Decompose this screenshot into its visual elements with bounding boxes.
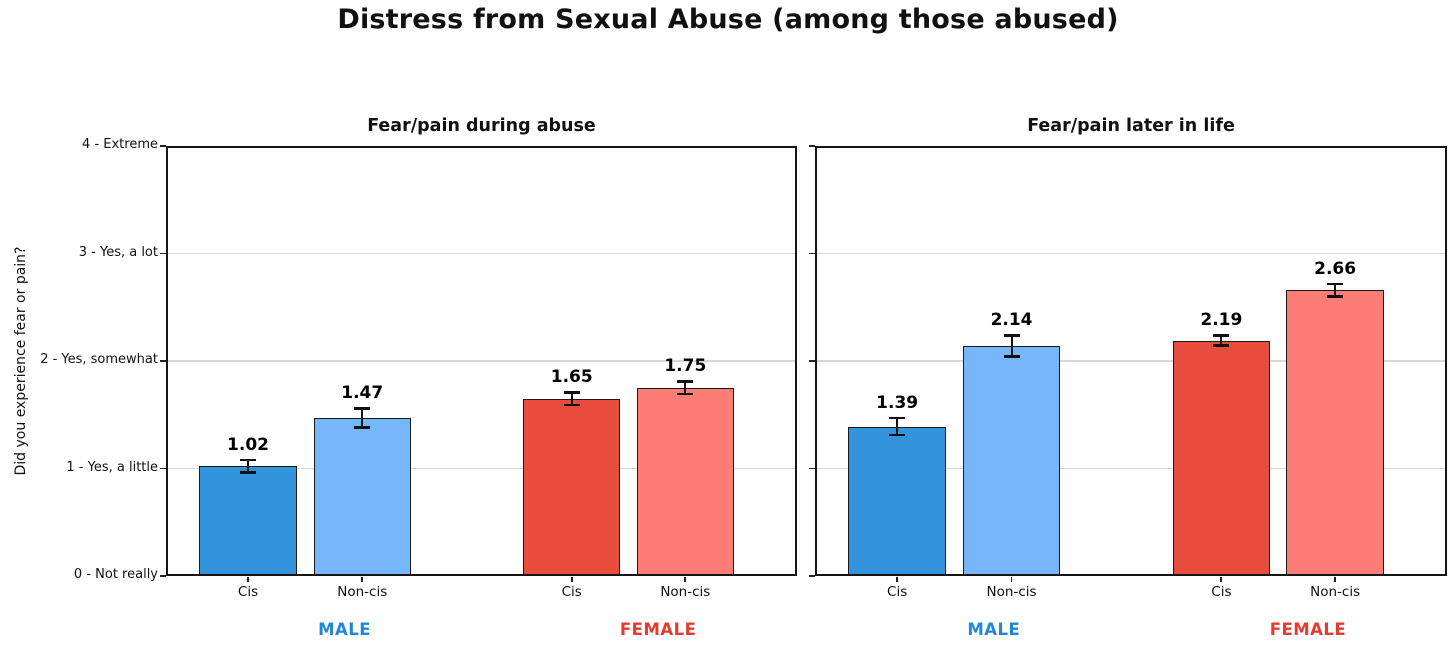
bar-cis-female — [523, 398, 621, 576]
plot-area: 1.02 1.47 1.65 1.75 — [166, 146, 797, 576]
error-bar — [896, 417, 899, 436]
gridline — [166, 467, 797, 470]
error-bar-cap — [677, 392, 694, 396]
bar-value-label: 2.19 — [1200, 310, 1243, 331]
x-tick-label: Non-cis — [337, 584, 388, 600]
error-bar-cap — [1213, 334, 1230, 337]
x-tick-label: Cis — [887, 584, 908, 600]
y-tick-label: 1 - Yes, a little — [66, 459, 158, 475]
y-tick-label: 4 - Extreme — [82, 137, 158, 152]
y-tick — [160, 145, 166, 147]
error-bar-cap — [1327, 282, 1344, 286]
error-bar — [570, 392, 573, 406]
group-label-female: FEMALE — [1269, 620, 1347, 639]
y-tick-label: 2 - Yes, somewhat — [40, 352, 158, 367]
error-bar — [361, 408, 364, 428]
gridline — [815, 467, 1447, 470]
error-bar-cap — [240, 458, 257, 462]
x-tick — [1220, 577, 1223, 582]
error-bar — [1010, 335, 1013, 357]
y-tick — [160, 360, 166, 362]
x-tick — [896, 577, 899, 582]
bar-non-cis-female — [636, 387, 734, 576]
bar-non-cis-female — [1286, 290, 1384, 576]
bar-value-label: 1.02 — [227, 434, 269, 455]
bar-non-cis-male — [313, 417, 411, 576]
gridline — [815, 360, 1447, 362]
y-tick — [160, 575, 166, 577]
bar-cis-female — [1172, 340, 1271, 576]
error-bar-cap — [563, 403, 580, 407]
error-bar-cap — [1327, 295, 1344, 298]
gridline — [166, 360, 797, 362]
subplot-title: Fear/pain later in life — [1027, 116, 1235, 136]
bar-value-label: 2.14 — [990, 310, 1033, 331]
error-bar-cap — [563, 391, 580, 394]
figure-title: Distress from Sexual Abuse (among those … — [337, 4, 1119, 35]
x-tick — [361, 577, 364, 582]
bar-value-label: 2.66 — [1314, 258, 1357, 279]
x-tick — [570, 577, 573, 582]
error-bar-cap — [240, 471, 257, 474]
y-tick-label: 3 - Yes, a lot — [78, 244, 158, 260]
error-bar-cap — [889, 433, 906, 437]
group-label-male: MALE — [967, 620, 1021, 639]
x-tick-label: Cis — [1211, 584, 1232, 600]
group-label-female: FEMALE — [619, 620, 697, 639]
y-tick — [809, 575, 815, 577]
x-tick-label: Cis — [237, 584, 259, 600]
y-tick — [809, 145, 815, 147]
gridline — [166, 252, 797, 255]
error-bar-cap — [889, 416, 906, 420]
error-bar-cap — [1003, 355, 1020, 358]
x-tick-label: Cis — [561, 584, 582, 600]
x-tick-label: Non-cis — [986, 584, 1037, 600]
y-tick — [809, 252, 815, 255]
error-bar-cap — [1003, 334, 1020, 337]
bar-value-label: 1.47 — [341, 383, 384, 404]
error-bar — [1220, 335, 1223, 346]
bar-value-label: 1.65 — [550, 367, 593, 388]
bar-cis-male — [199, 466, 297, 576]
x-tick — [684, 577, 687, 582]
bar-value-label: 1.75 — [664, 356, 707, 377]
error-bar-cap — [1213, 344, 1230, 347]
x-tick — [1334, 577, 1337, 582]
error-bar — [1334, 283, 1337, 297]
bar-cis-male — [848, 426, 946, 576]
bar-value-label: 1.39 — [876, 392, 919, 413]
group-label-male: MALE — [318, 620, 372, 639]
error-bar-cap — [677, 380, 694, 383]
bar-non-cis-male — [962, 345, 1061, 576]
subplot-title: Fear/pain during abuse — [367, 116, 596, 136]
gridline — [815, 252, 1447, 255]
y-tick — [160, 467, 166, 470]
x-tick-label: Non-cis — [1310, 584, 1361, 600]
error-bar-cap — [354, 407, 371, 410]
error-bar — [684, 381, 687, 395]
error-bar-cap — [354, 426, 371, 429]
error-bar — [247, 459, 250, 473]
y-tick-label: 0 - Not really — [73, 567, 158, 582]
y-tick — [809, 467, 815, 470]
plot-area: 1.39 2.14 2.19 2.66 — [815, 146, 1447, 576]
x-tick-label: Non-cis — [660, 584, 711, 600]
y-tick — [809, 360, 815, 362]
x-tick — [1010, 577, 1013, 582]
y-tick — [160, 252, 166, 255]
x-tick — [247, 577, 249, 582]
